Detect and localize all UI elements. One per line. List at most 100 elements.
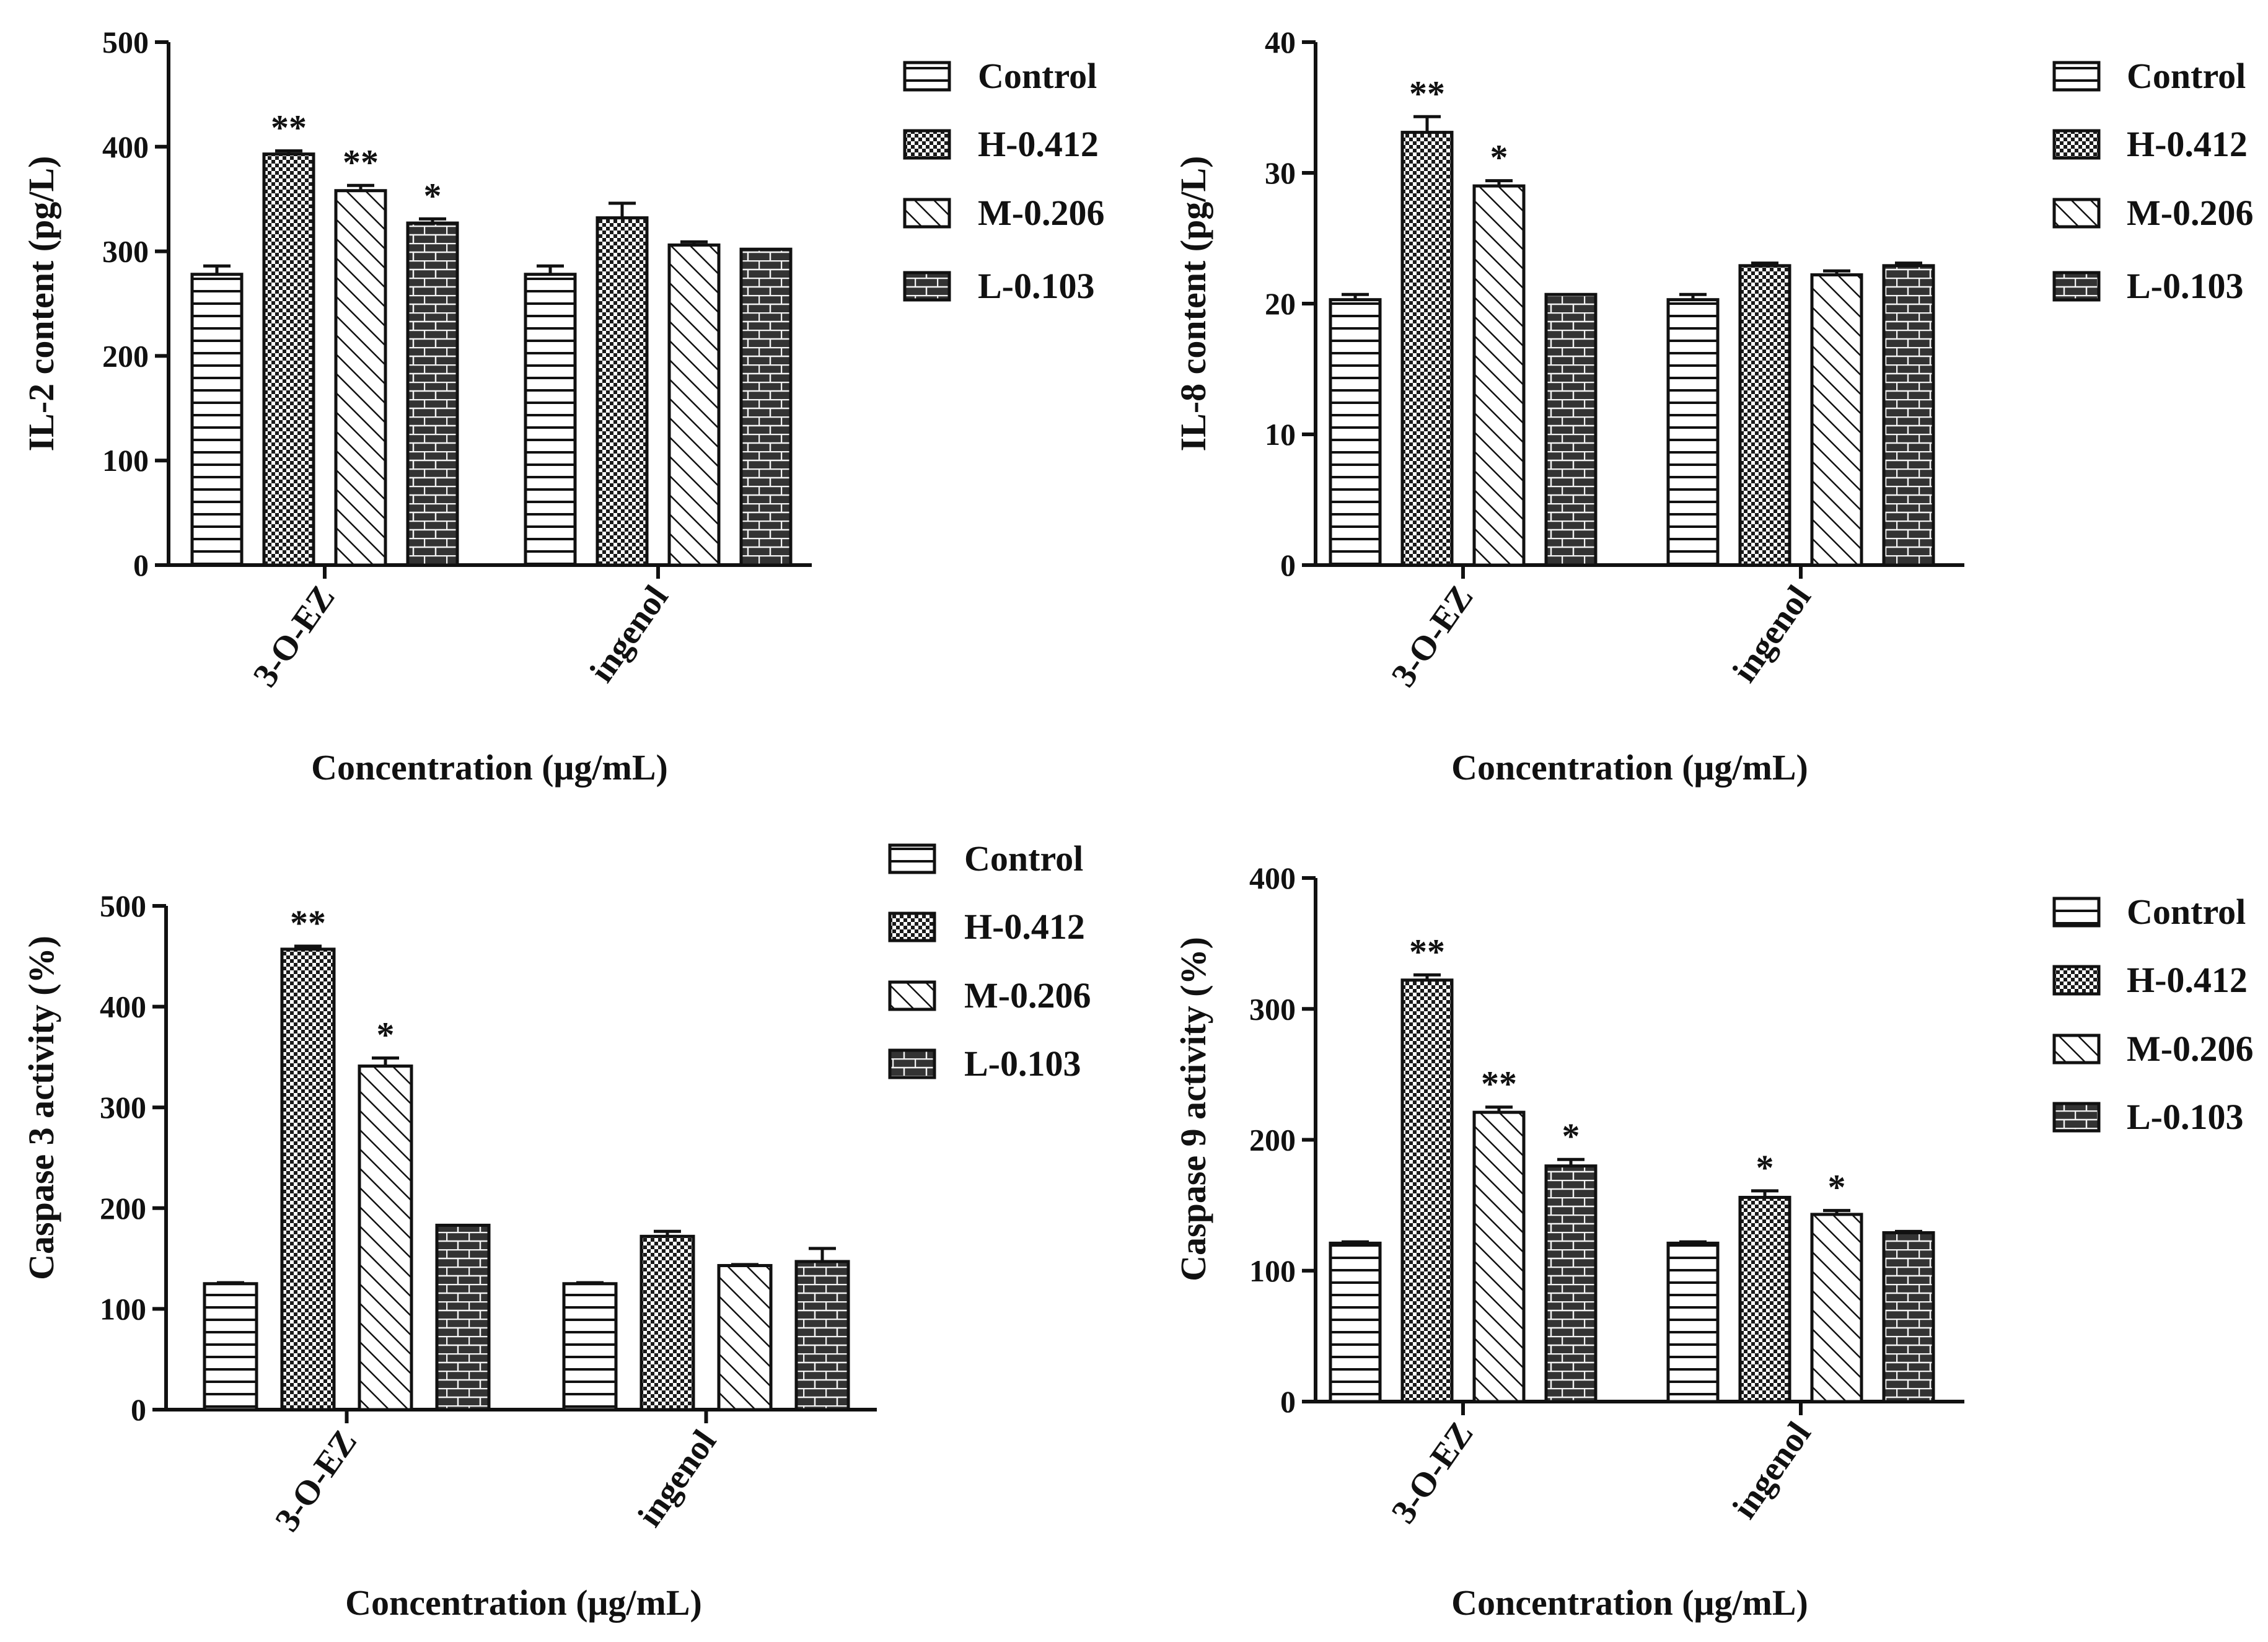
caspase9-bar-control (1329, 1241, 1382, 1403)
caspase3-legend-label-control: Control (964, 838, 1083, 879)
caspase3-y-tick-label: 0 (131, 1392, 146, 1427)
il2-legend-swatch-h (903, 129, 951, 160)
caspase3-significance-label: * (377, 1015, 395, 1055)
il8-legend-swatch-m (2052, 198, 2101, 229)
caspase9-bar-l (1882, 1231, 1935, 1403)
il8-y-tick-label: 0 (1280, 548, 1296, 582)
il2-legend-label-m: M-0.206 (978, 193, 1105, 233)
il8-y-tick-label: 40 (1265, 25, 1296, 59)
caspase9-legend-swatch-l (2052, 1102, 2101, 1133)
il8-category-label: ingenol (1725, 579, 1819, 689)
il8-bar-h (1400, 131, 1454, 567)
caspase9-legend-label-control: Control (2127, 892, 2246, 932)
il2-legend-label-h: H-0.412 (978, 124, 1099, 164)
il2-significance-label: * (424, 175, 442, 216)
il8-bar-l (1544, 292, 1598, 567)
caspase9-significance-label: ** (1481, 1064, 1517, 1104)
il2-bar-l (739, 247, 793, 567)
caspase3-legend-swatch-h (888, 911, 936, 942)
caspase3-significance-label: ** (290, 903, 326, 943)
il8-legend-label-h: H-0.412 (2127, 124, 2248, 164)
il2-legend-swatch-control (903, 61, 951, 92)
il8-x-axis-label: Concentration (μg/mL) (1451, 747, 1808, 788)
il8-y-tick-label: 10 (1265, 417, 1296, 452)
caspase3-legend-label-m: M-0.206 (964, 975, 1091, 1016)
il2-legend: Control H-0.412 M-0.206 L-0.103 (903, 56, 1105, 306)
il8-significance-label: * (1490, 138, 1508, 178)
caspase3-x-axis-label: Concentration (μg/mL) (345, 1583, 702, 1623)
il8-legend: Control H-0.412 M-0.206 L-0.103 (2052, 56, 2254, 306)
caspase9-bar-control (1666, 1241, 1720, 1403)
il2-y-axis-label: IL-2 content (pg/L) (21, 156, 61, 452)
caspase9-legend-swatch-h (2052, 965, 2101, 996)
caspase3-y-tick-label: 200 (100, 1191, 146, 1226)
caspase9-bar-h (1738, 1195, 1791, 1403)
caspase9-legend-label-l: L-0.103 (2127, 1097, 2244, 1137)
il2-significance-label: ** (343, 142, 379, 182)
il2-bar-m (334, 189, 387, 567)
caspase9-legend: Control H-0.412 M-0.206 L-0.103 (2052, 892, 2254, 1137)
caspase9-y-tick-label: 100 (1249, 1253, 1296, 1288)
caspase3-category-label: 3-O-EZ (268, 1423, 364, 1539)
caspase3-bar-h (640, 1234, 695, 1412)
il8-legend-label-control: Control (2127, 56, 2246, 96)
il2-bar-h (596, 216, 649, 567)
caspase9-y-tick-label: 400 (1249, 861, 1296, 895)
caspase3-legend-label-l: L-0.103 (964, 1043, 1081, 1084)
caspase3-legend-swatch-control (888, 843, 936, 874)
caspase3-bar-control (562, 1282, 618, 1412)
il8-bar-control (1666, 298, 1720, 567)
caspase9-y-tick-label: 0 (1280, 1384, 1296, 1419)
caspase9-significance-label: * (1756, 1148, 1774, 1188)
il8-legend-swatch-l (2052, 271, 2101, 302)
il8-bar-l (1882, 264, 1935, 567)
il2-legend-label-control: Control (978, 56, 1097, 96)
il8-legend-label-m: M-0.206 (2127, 193, 2254, 233)
caspase9-bar-m (1472, 1110, 1526, 1403)
il2-x-axis-label: Concentration (μg/mL) (311, 747, 668, 788)
caspase9-significance-label: * (1562, 1116, 1580, 1156)
caspase3-bar-m (358, 1065, 413, 1412)
il8-legend-label-l: L-0.103 (2127, 266, 2244, 306)
il8-y-axis-label: IL-8 content (pg/L) (1173, 156, 1213, 452)
il2-bar-control (190, 273, 244, 567)
il2-category-label: 3-O-EZ (246, 579, 343, 694)
caspase9-x-axis-label: Concentration (μg/mL) (1451, 1583, 1808, 1623)
il8-legend-swatch-h (2052, 129, 2101, 160)
caspase3-bar-l (435, 1223, 491, 1412)
il8-category-label: 3-O-EZ (1384, 579, 1481, 694)
il2-y-tick-label: 300 (102, 234, 149, 269)
caspase3-y-tick-label: 400 (100, 990, 146, 1024)
caspase3-y-axis-label: Caspase 3 activity (%) (21, 936, 61, 1280)
caspase9-category-label: ingenol (1725, 1415, 1819, 1526)
il8-bar-h (1738, 264, 1791, 567)
caspase3-bar-m (717, 1263, 773, 1412)
caspase3-bar-h (280, 947, 336, 1412)
il2-legend-label-l: L-0.103 (978, 266, 1095, 306)
il2-y-tick-label: 100 (102, 443, 149, 478)
caspase3-y-tick-label: 100 (100, 1291, 146, 1326)
il8-y-tick-label: 20 (1265, 286, 1296, 321)
caspase9-significance-label: * (1828, 1167, 1846, 1208)
il2-y-tick-label: 400 (102, 130, 149, 164)
il2-bar-m (667, 243, 721, 567)
il8-significance-label: ** (1409, 73, 1445, 113)
caspase3-y-tick-label: 500 (100, 889, 146, 923)
il2-bar-control (524, 273, 577, 567)
il8-y-tick-label: 30 (1265, 156, 1296, 190)
caspase9-legend-swatch-control (2052, 897, 2101, 928)
il2-legend-swatch-l (903, 271, 951, 302)
caspase3-bar-control (203, 1282, 258, 1412)
caspase3-legend-swatch-l (888, 1048, 936, 1079)
caspase9-legend-label-h: H-0.412 (2127, 960, 2248, 1000)
caspase9-bar-l (1544, 1164, 1598, 1403)
il2-y-tick-label: 0 (133, 548, 149, 582)
